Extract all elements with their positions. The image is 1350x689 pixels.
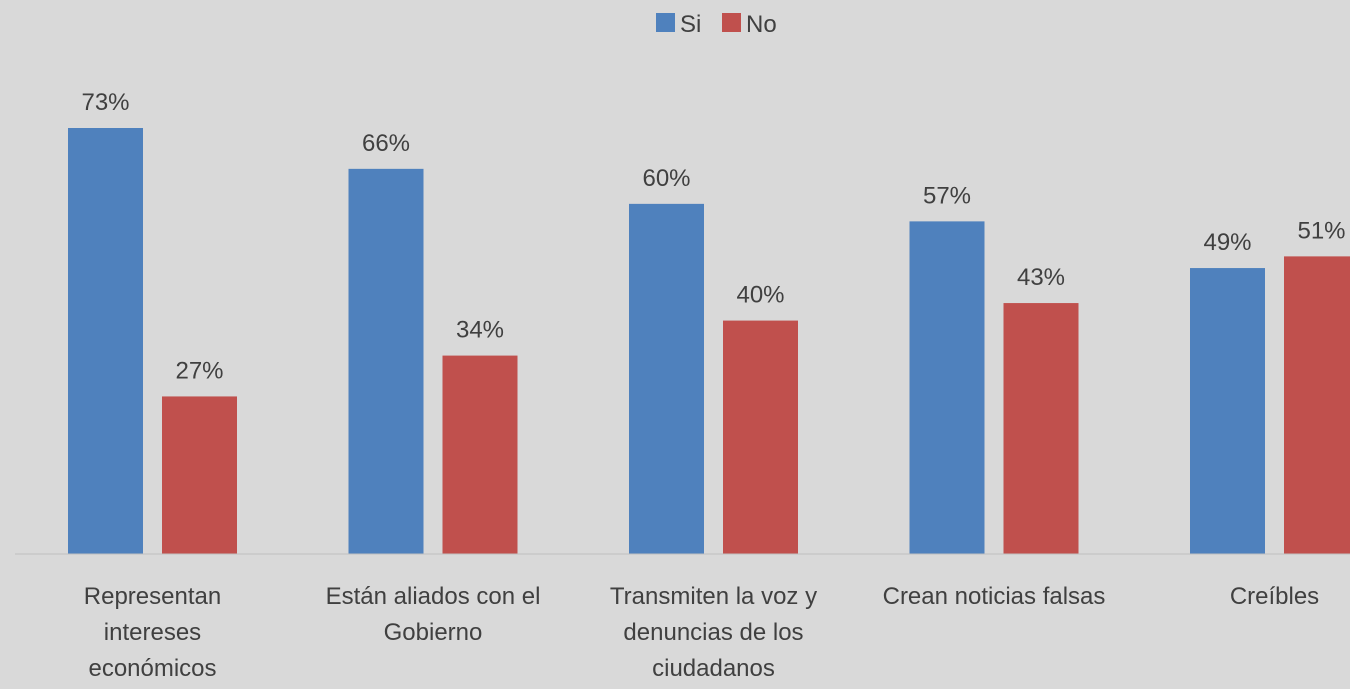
bar-no-3 (1003, 303, 1079, 554)
data-labels: 73% 27% 66% 34% 60% 40% 57% 43% 49% 51% (81, 89, 1345, 384)
bar-si-2 (629, 203, 704, 554)
category-label-2-line-1: denuncias de los (623, 619, 803, 646)
bar-no-4 (1284, 256, 1350, 554)
category-label-0-line-0: Representan (84, 583, 221, 610)
category-label-0-line-2: económicos (88, 655, 216, 682)
bar-si-0 (68, 128, 143, 554)
category-label-2-line-0: Transmiten la voz y (610, 583, 817, 610)
bar-no-1 (442, 355, 518, 554)
legend-label-si: Si (680, 11, 701, 38)
bar-no-2 (723, 320, 798, 554)
data-label-no-4: 51% (1297, 217, 1345, 244)
data-label-si-0: 73% (81, 89, 129, 116)
legend-swatch-no (722, 13, 741, 32)
category-label-3-line-0: Crean noticias falsas (883, 583, 1106, 610)
legend: Si No (656, 11, 777, 38)
data-label-no-1: 34% (456, 317, 504, 344)
legend-swatch-si (656, 13, 675, 32)
bar-si-4 (1190, 268, 1265, 554)
data-label-si-4: 49% (1203, 229, 1251, 256)
bar-si-1 (348, 168, 424, 555)
category-label-1-line-1: Gobierno (384, 619, 483, 646)
data-label-si-2: 60% (642, 165, 690, 192)
bars (68, 128, 1350, 555)
data-label-no-3: 43% (1017, 264, 1065, 291)
category-label-4-line-0: Creíbles (1230, 583, 1319, 610)
category-label-1-line-0: Están aliados con el (326, 583, 541, 610)
bar-no-0 (162, 396, 237, 554)
data-label-si-1: 66% (362, 130, 410, 157)
category-label-0-line-1: intereses (104, 619, 201, 646)
data-label-no-0: 27% (175, 357, 223, 384)
data-label-si-3: 57% (923, 182, 971, 209)
bar-si-3 (909, 221, 985, 554)
legend-label-no: No (746, 11, 777, 38)
data-label-no-2: 40% (736, 282, 784, 309)
category-labels: Representan intereses económicos Están alia… (84, 583, 1319, 682)
category-label-2-line-2: ciudadanos (652, 655, 775, 682)
